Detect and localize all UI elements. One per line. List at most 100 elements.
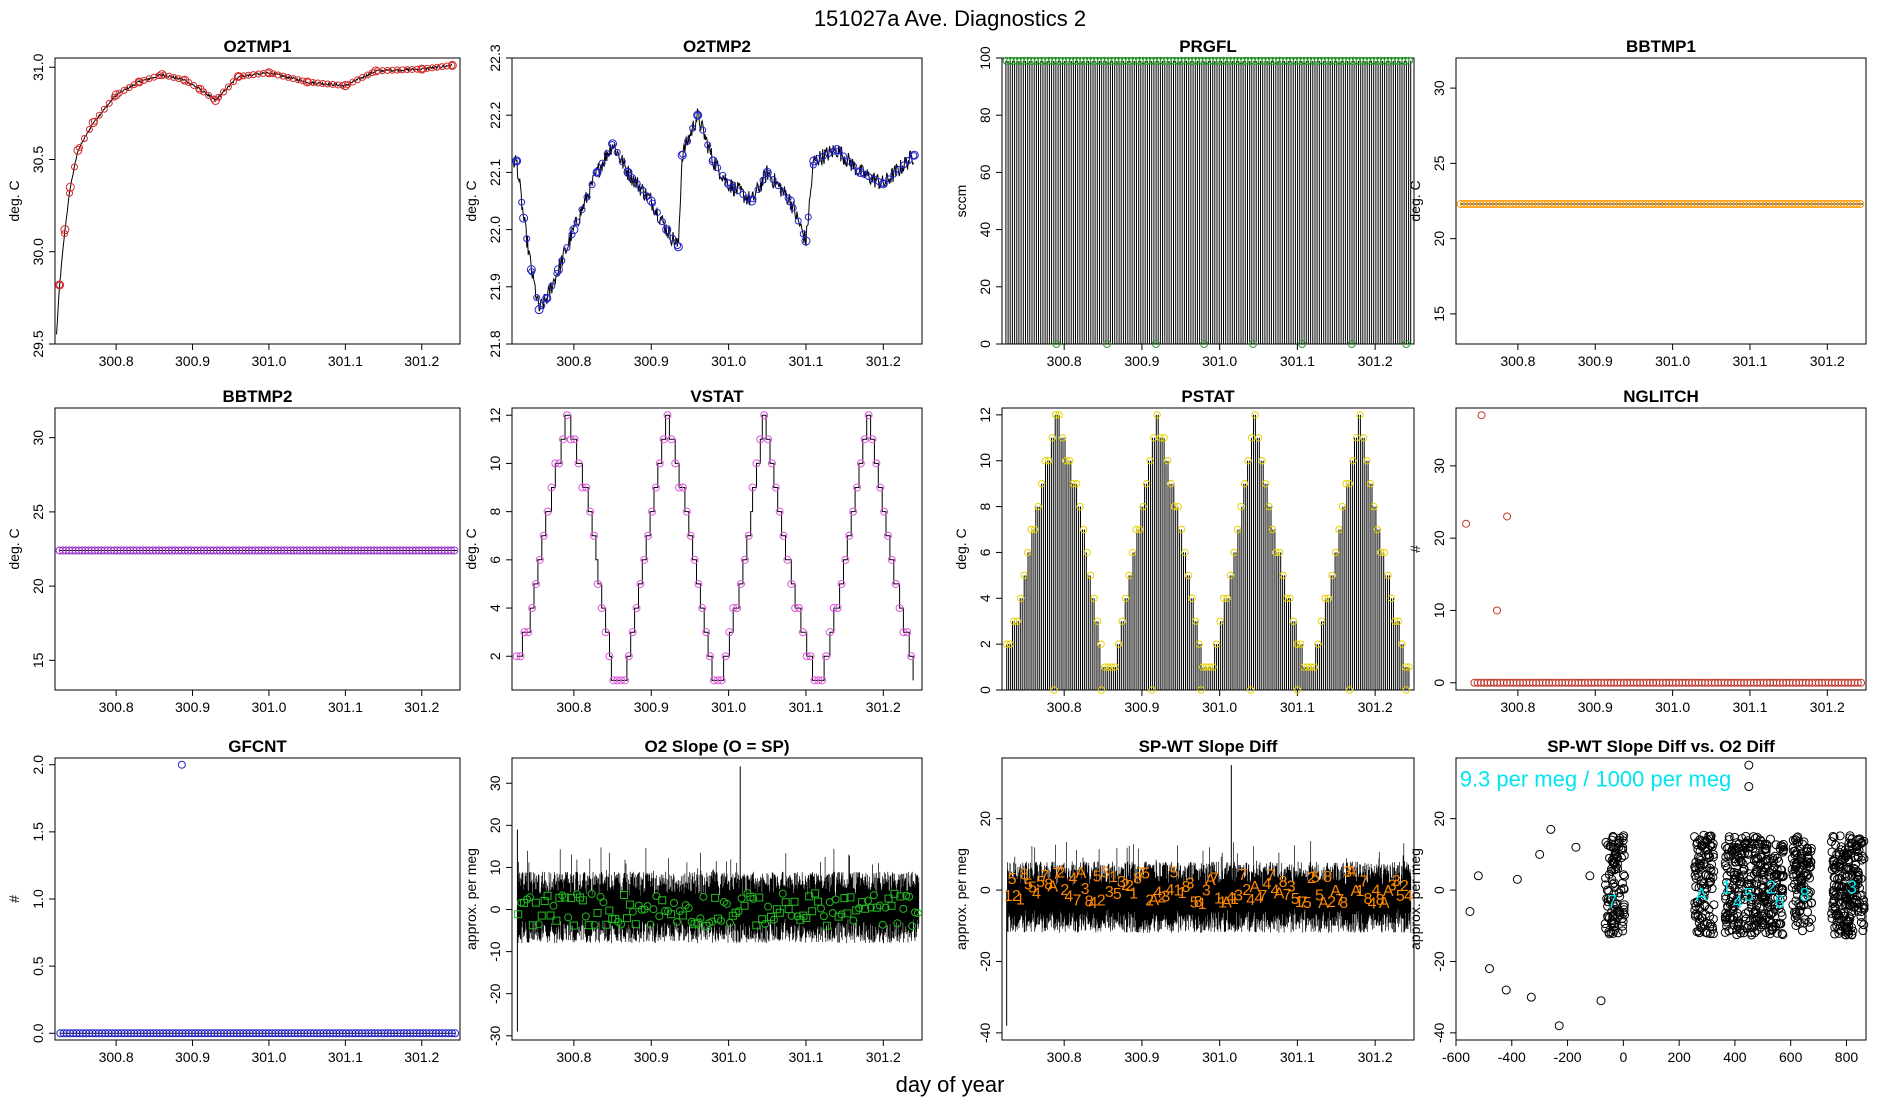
data-point [1803, 907, 1813, 917]
data-point [1784, 200, 1793, 209]
data-point [1830, 873, 1840, 883]
point-label: 4 [1368, 896, 1377, 913]
point-label: 3 [1392, 873, 1401, 890]
data-point [212, 546, 221, 555]
plot-frame [54, 57, 461, 345]
data-point [1554, 1021, 1564, 1031]
data-point [345, 1029, 354, 1038]
data-point [1345, 686, 1354, 694]
data-point [608, 141, 616, 149]
data-point [314, 79, 322, 87]
data-point [752, 921, 761, 930]
data-point [238, 546, 247, 555]
data-point [184, 1029, 193, 1038]
data-point [104, 1029, 113, 1038]
data-point [274, 71, 282, 79]
x-tick-label: 301.1 [328, 353, 363, 369]
data-point [1590, 678, 1599, 687]
data-point [721, 652, 730, 661]
data-point [1703, 849, 1713, 859]
data-point [100, 546, 109, 555]
data-point [592, 167, 602, 177]
data-point [1801, 678, 1810, 687]
data-point [1853, 678, 1862, 687]
data-point [261, 1029, 270, 1038]
data-point [1720, 927, 1730, 937]
data-point [1645, 678, 1654, 687]
data-point [1111, 663, 1119, 671]
data-point [1723, 887, 1733, 897]
data-point [85, 1029, 94, 1038]
data-point [1684, 200, 1693, 209]
data-point [417, 64, 427, 74]
data-point [114, 1029, 123, 1038]
data-point [1247, 434, 1256, 442]
data-point [1779, 678, 1788, 687]
data-point [383, 66, 391, 74]
point-label: 5 [1303, 895, 1312, 912]
data-point [81, 546, 90, 555]
data-point [1734, 839, 1744, 849]
data-point [1664, 200, 1673, 209]
data-point [1791, 907, 1801, 917]
data-point [1733, 912, 1743, 922]
data-point [669, 898, 678, 907]
data-point [1733, 678, 1742, 687]
point-label: 1 [1198, 896, 1207, 913]
x-tick-label: 301.2 [1810, 699, 1845, 715]
data-point [1055, 411, 1063, 419]
data-point [1191, 617, 1200, 625]
x-tick-label: 301.0 [1202, 1049, 1237, 1065]
data-point [1459, 200, 1468, 209]
data-point [1013, 617, 1021, 625]
data-point [1465, 906, 1475, 916]
y-tick-label: 4 [487, 604, 503, 612]
data-point [1314, 640, 1322, 648]
data-point [107, 1029, 116, 1038]
data-point [1606, 200, 1615, 209]
data-point [1616, 885, 1626, 895]
data-point [239, 72, 247, 80]
panel-title: O2TMP2 [683, 37, 751, 56]
data-point [694, 579, 703, 588]
data-point [908, 922, 917, 931]
data-point [648, 507, 657, 516]
data-point [1746, 678, 1755, 687]
data-point [210, 1029, 219, 1038]
data-point [714, 164, 722, 172]
data-point [194, 1029, 203, 1038]
point-label: 8 [1279, 874, 1288, 891]
data-point [1142, 479, 1151, 488]
series-line [1005, 60, 1412, 344]
series-line [516, 414, 914, 681]
data-point [62, 1029, 71, 1038]
data-point [1373, 525, 1382, 534]
data-point [1489, 200, 1498, 209]
data-point [1777, 841, 1787, 851]
data-point [1691, 678, 1700, 687]
data-point [393, 66, 401, 74]
data-point [1548, 678, 1557, 687]
data-point [78, 546, 87, 555]
data-point [1852, 871, 1862, 881]
point-label: 7 [1299, 894, 1308, 911]
x-tick-label: 301.1 [788, 699, 823, 715]
data-point [1534, 200, 1543, 209]
data-point [804, 213, 812, 221]
data-point [611, 914, 620, 923]
data-point [1857, 855, 1867, 865]
data-point [1756, 678, 1765, 687]
data-point [1723, 200, 1732, 209]
data-point [880, 179, 888, 187]
y-tick-label: 2.0 [30, 755, 46, 775]
data-point [534, 920, 543, 929]
data-point [220, 1029, 229, 1038]
data-point [771, 483, 780, 492]
data-point [1788, 200, 1797, 209]
data-point [808, 907, 817, 916]
data-point [1006, 640, 1014, 648]
data-point [724, 179, 732, 187]
data-point [1804, 862, 1814, 872]
